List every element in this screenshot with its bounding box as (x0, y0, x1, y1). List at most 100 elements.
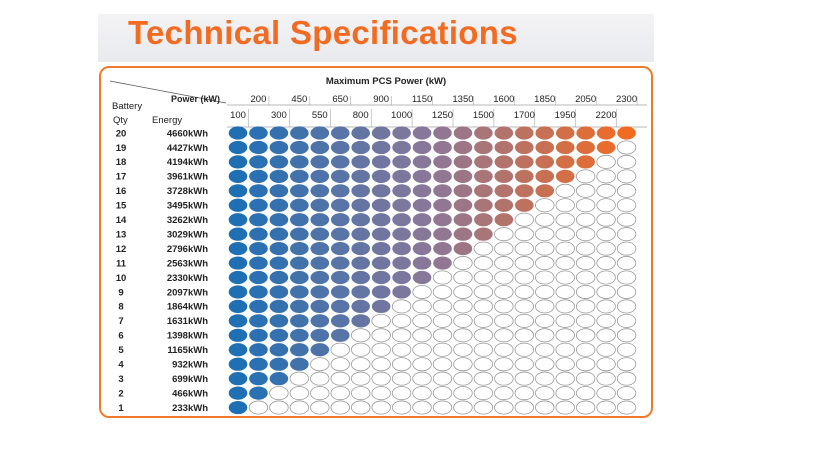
config-dot-empty (371, 342, 391, 357)
config-dot-supported (330, 242, 350, 256)
config-dot-empty (596, 386, 616, 401)
config-dot-supported (228, 343, 248, 357)
config-dot-supported (330, 227, 350, 241)
config-dot-empty (432, 299, 453, 314)
config-dot-supported (290, 184, 309, 198)
config-dot-supported (330, 169, 350, 183)
config-dot-supported (453, 184, 473, 198)
config-dot-supported (228, 155, 248, 169)
config-dot-empty (412, 357, 432, 372)
config-dot-empty (575, 241, 596, 256)
config-dot-supported (269, 155, 289, 169)
config-dot-supported (269, 328, 289, 342)
config-dot-empty (575, 284, 596, 299)
config-dot-empty (494, 299, 514, 314)
config-dot-supported (494, 140, 514, 155)
config-dot-supported (310, 270, 330, 285)
config-dot-empty (473, 270, 494, 285)
config-dot-supported (412, 227, 432, 241)
config-dot-empty (453, 400, 473, 415)
config-dot-supported (290, 299, 309, 313)
config-dot-empty (616, 313, 637, 328)
config-dot-supported (330, 184, 350, 198)
config-dot-empty (575, 183, 596, 198)
config-dot-supported (330, 285, 350, 299)
power-header-top: 200 (251, 94, 267, 105)
config-dot-empty (494, 342, 514, 357)
config-dot-supported (392, 184, 411, 198)
battery-qty: 7 (118, 316, 123, 327)
config-dot-supported (269, 198, 289, 212)
config-dot-empty (596, 342, 616, 357)
battery-qty: 15 (116, 201, 127, 212)
config-dot-supported (310, 198, 330, 212)
config-dot-supported (249, 372, 268, 386)
config-dot-supported (249, 198, 268, 212)
config-dot-empty (596, 328, 616, 343)
battery-qty: 13 (116, 229, 127, 240)
config-dot-supported (453, 140, 473, 155)
config-dot-empty (575, 169, 596, 184)
config-dot-supported (290, 126, 309, 140)
config-dot-supported (371, 227, 391, 241)
config-dot-empty (575, 227, 596, 242)
config-dot-supported (290, 256, 309, 270)
power-header-top: 900 (373, 94, 389, 105)
config-dot-empty (535, 342, 555, 357)
config-dot-supported (576, 155, 595, 169)
config-dot-empty (432, 386, 453, 401)
config-dot-supported (228, 328, 248, 342)
battery-label: Battery (112, 101, 142, 112)
config-dot-empty (473, 328, 494, 343)
config-dot-empty (535, 313, 555, 328)
config-dot-supported (249, 126, 268, 140)
config-dot-empty (555, 284, 575, 299)
config-dot-empty (412, 371, 432, 386)
config-dot-empty (596, 400, 616, 415)
config-dot-supported (555, 126, 575, 140)
config-dot-empty (575, 212, 596, 227)
config-dot-supported (351, 314, 371, 328)
config-dot-supported (555, 169, 575, 183)
config-dot-supported (290, 270, 309, 285)
config-dot-supported (555, 140, 575, 155)
battery-qty: 10 (116, 273, 127, 284)
config-dot-supported (412, 198, 432, 212)
config-dot-supported (453, 126, 473, 140)
config-dot-supported (535, 155, 555, 169)
config-dot-supported (474, 155, 493, 169)
config-dot-supported (330, 198, 350, 212)
config-dot-supported (310, 140, 330, 155)
config-dot-empty (555, 342, 575, 357)
battery-qty: 9 (118, 287, 123, 298)
config-dot-supported (474, 126, 493, 140)
config-dot-supported (453, 213, 473, 227)
config-dot-empty (555, 227, 575, 242)
config-dot-empty (596, 154, 616, 169)
config-dot-empty (412, 284, 432, 299)
config-dot-empty (514, 256, 535, 271)
config-dot-empty (535, 371, 555, 386)
config-dot-empty (514, 400, 535, 415)
config-dot-empty (269, 386, 289, 401)
config-dot-supported (392, 155, 411, 169)
config-dot-empty (330, 386, 350, 401)
config-dot-supported (249, 155, 268, 169)
config-dot-empty (555, 212, 575, 227)
battery-qty: 19 (116, 143, 127, 154)
config-dot-empty (514, 371, 535, 386)
config-dot-empty (310, 386, 330, 401)
config-dot-supported (228, 299, 248, 313)
config-dot-supported (412, 126, 432, 140)
config-dot-supported (494, 169, 514, 183)
config-dot-supported (228, 314, 248, 328)
config-dot-supported (555, 155, 575, 169)
config-dot-supported (330, 256, 350, 270)
config-dot-empty (494, 313, 514, 328)
config-dot-supported (412, 242, 432, 256)
config-dot-supported (269, 184, 289, 198)
battery-qty: 12 (116, 244, 127, 255)
config-dot-supported (290, 140, 309, 155)
config-dot-empty (351, 371, 371, 386)
config-dot-supported (371, 213, 391, 227)
